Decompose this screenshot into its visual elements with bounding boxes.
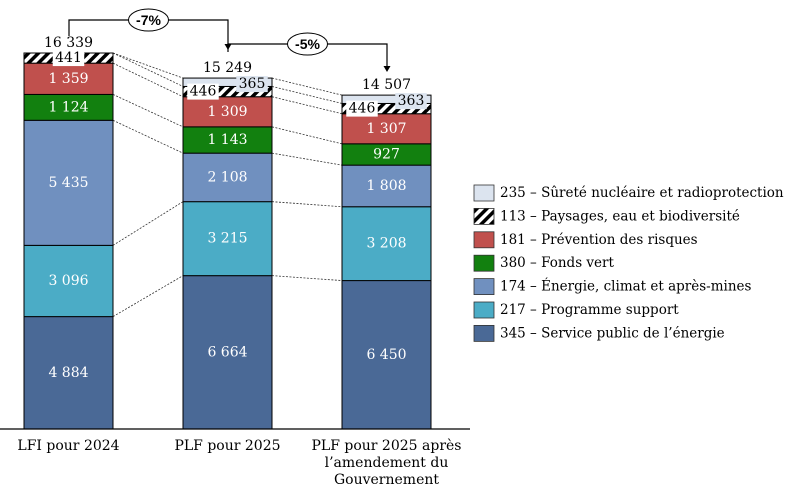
segment-data-label: 446 [349, 101, 376, 117]
legend-swatch [473, 231, 495, 249]
legend-label: 380 – Fonds vert [500, 255, 614, 271]
segment-data-label: 1 808 [366, 178, 406, 194]
legend-swatch [473, 278, 495, 296]
bar-segment [341, 280, 432, 430]
connector-line [112, 62, 184, 98]
segment-data-label: 1 307 [366, 121, 406, 137]
bar-segment [182, 77, 273, 87]
bar-segment [182, 96, 273, 128]
bar-segment [341, 113, 432, 145]
change-percent-label: -7% [136, 12, 161, 28]
label-background [395, 93, 427, 110]
x-tick-label: Gouvernement [334, 472, 439, 488]
legend-swatch [473, 324, 495, 342]
change-badge [128, 8, 169, 32]
legend-swatch [473, 254, 495, 272]
segment-data-label: 3 208 [366, 236, 406, 252]
segment-data-label: 1 143 [207, 132, 247, 148]
bars: 4 884 3 096 5 435 1 124 1 359 441 6 664 3 215 2 … [23, 50, 432, 430]
segment-data-label: 6 664 [207, 344, 247, 360]
label-background [236, 76, 268, 93]
legend-label: 235 – Sûreté nucléaire et radioprotectio… [500, 185, 784, 201]
x-tick-label: PLF pour 2025 après [312, 438, 462, 454]
label-background [346, 100, 378, 117]
segment-data-label: 4 884 [48, 365, 88, 381]
segment-data-label: 927 [373, 146, 400, 162]
bar-segment [341, 206, 432, 282]
connector-line [112, 275, 184, 317]
legend-swatch [473, 301, 495, 319]
legend-swatch [473, 184, 495, 202]
connector-line [271, 126, 343, 145]
segment-data-label: 365 [239, 76, 266, 92]
segment-data-label: 2 108 [207, 169, 247, 185]
connector-line [112, 119, 184, 154]
segment-data-label: 3 215 [207, 231, 247, 247]
legend-swatch [473, 207, 495, 225]
connector-line [271, 86, 343, 104]
legend-label: 181 – Prévention des risques [500, 232, 698, 248]
legend-label: 345 – Service public de l’énergie [500, 325, 725, 341]
connector-line [112, 52, 184, 79]
bar-segment [182, 152, 273, 203]
segment-data-label: 1 124 [48, 99, 88, 115]
label-background [52, 50, 85, 67]
x-tick-label: LFI pour 2024 [17, 438, 119, 454]
x-tick-label: l’amendement du [325, 455, 449, 471]
change-percent-label: -5% [295, 36, 320, 52]
bar-total-label: 14 507 [362, 77, 411, 93]
category-labels: LFI pour 2024 PLF pour 2025 PLF pour 2025 … [17, 438, 461, 488]
segment-data-label: 1 309 [207, 104, 247, 120]
legend: 235 – Sûreté nucléaire et radioprotectio… [473, 184, 784, 342]
segment-data-label: 5 435 [48, 175, 88, 191]
connector-line [271, 77, 343, 96]
connector-line [271, 96, 343, 115]
connector-line [271, 275, 343, 281]
arrow-head-icon [383, 66, 391, 72]
segment-data-label: 6 450 [366, 347, 406, 363]
total-labels: 16 339 15 249 14 507 [44, 35, 411, 93]
x-tick-label: PLF pour 2025 [174, 438, 280, 454]
connector-line [112, 94, 184, 128]
legend-label: 174 – Énergie, climat et après-mines [500, 279, 752, 295]
segment-data-label: 446 [190, 84, 217, 100]
label-background [187, 83, 219, 100]
segment-data-label: 3 096 [48, 273, 88, 289]
segment-data-label: 1 359 [48, 71, 88, 87]
legend-label: 217 – Programme support [500, 302, 679, 318]
segment-data-label: 441 [55, 50, 82, 66]
connector-line [112, 52, 184, 87]
connector-line [271, 152, 343, 166]
bar-total-label: 16 339 [44, 35, 93, 51]
bar-segment [341, 94, 432, 104]
connector-lines [112, 52, 343, 317]
connector-line [271, 201, 343, 208]
bar-total-label: 15 249 [203, 60, 252, 76]
segment-data-label: 363 [398, 93, 425, 109]
change-badge [287, 32, 328, 56]
change-annotations: -7% -5% [68, 8, 391, 72]
connector-line [112, 201, 184, 246]
legend-label: 113 – Paysages, eau et biodiversité [500, 208, 740, 224]
